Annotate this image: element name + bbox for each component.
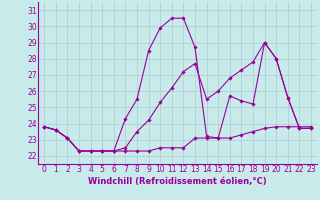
X-axis label: Windchill (Refroidissement éolien,°C): Windchill (Refroidissement éolien,°C) xyxy=(88,177,267,186)
